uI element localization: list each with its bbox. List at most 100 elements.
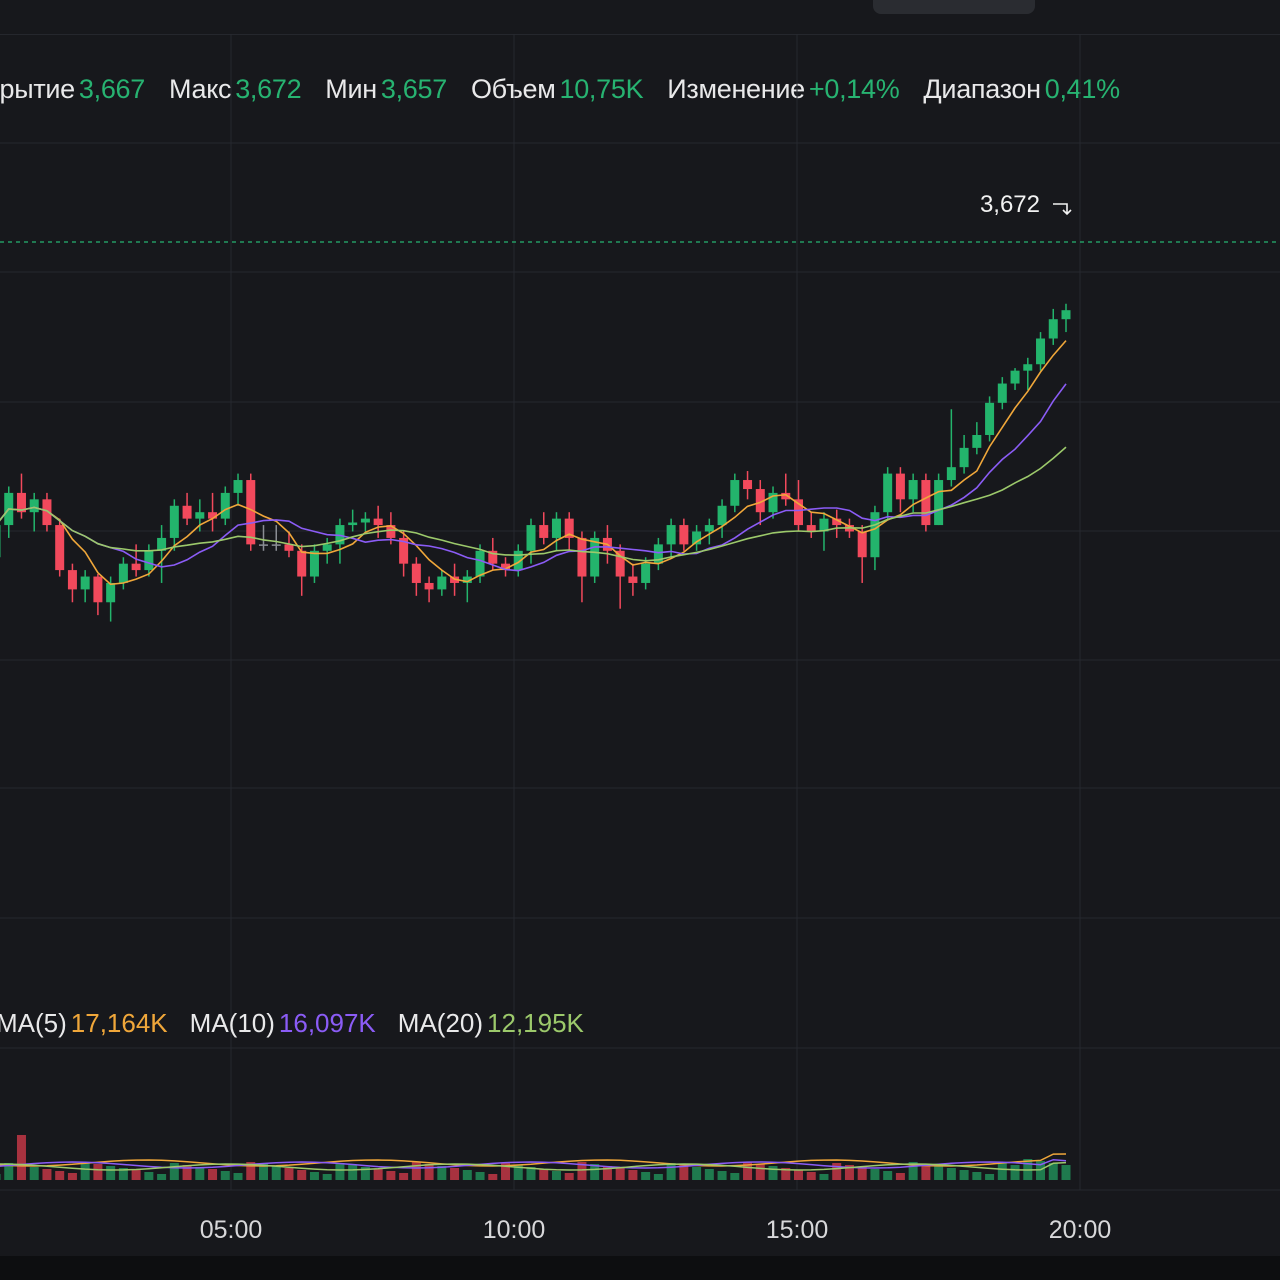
top-tab[interactable] — [873, 0, 1035, 14]
volume-bar — [0, 1174, 1, 1180]
volume-bar — [284, 1168, 294, 1180]
candle-body — [908, 480, 918, 500]
candle-body — [806, 525, 816, 532]
candle-body — [131, 563, 141, 571]
candle-body — [1036, 338, 1046, 365]
volume-bar — [29, 1167, 39, 1180]
volume-bar — [4, 1163, 14, 1180]
candle-body — [322, 544, 332, 551]
volume-bar — [755, 1164, 765, 1180]
volume-bar — [934, 1166, 944, 1180]
candle-body — [246, 480, 256, 545]
volume-bar — [768, 1166, 778, 1180]
candle-body — [259, 544, 268, 546]
volume-bar — [857, 1167, 867, 1180]
volume-bar — [348, 1165, 358, 1180]
candle-body — [157, 537, 167, 551]
volume-bar — [195, 1167, 205, 1180]
stat-item: Объем 10,75K — [470, 74, 644, 105]
volume-ma-item: MA(5) 17,164K — [0, 1008, 168, 1039]
volume-bar — [615, 1168, 625, 1180]
x-axis-tick-label: 05:00 — [200, 1216, 263, 1244]
volume-bar — [895, 1173, 905, 1180]
candle-body — [526, 525, 536, 551]
volume-bar — [373, 1169, 383, 1180]
volume-bar — [411, 1162, 421, 1180]
volume-bar — [297, 1170, 307, 1180]
volume-bar — [641, 1172, 651, 1180]
volume-bar — [819, 1174, 829, 1180]
volume-bar — [437, 1166, 447, 1180]
stat-value: +0,14% — [808, 74, 900, 104]
volume-bar — [259, 1164, 268, 1180]
volume-ma-legend: MA(5) 17,164K MA(10) 16,097K MA(20) 12,195K — [0, 1008, 606, 1039]
candle-body — [997, 383, 1007, 403]
volume-bar — [794, 1170, 803, 1180]
candle-body — [590, 537, 600, 577]
volume-bar — [997, 1163, 1007, 1180]
candle-body — [628, 576, 638, 583]
stat-label: Макс — [168, 74, 232, 104]
candle-body — [1048, 319, 1058, 339]
volume-bar — [131, 1170, 141, 1180]
arrow-down-right-icon — [1053, 203, 1072, 216]
candle-body — [348, 522, 358, 526]
stat-label: Диапазон — [923, 74, 1041, 104]
candle-body — [755, 489, 765, 513]
volume-bar — [921, 1164, 931, 1180]
stat-label: Объем — [470, 74, 556, 104]
candle-body — [437, 576, 447, 590]
candle-body — [399, 537, 409, 564]
candle-body — [1061, 310, 1071, 320]
volume-bar — [208, 1169, 218, 1180]
volume-bar — [590, 1164, 600, 1180]
stat-item: Мин 3,657 — [325, 74, 447, 105]
candle-body — [271, 544, 281, 546]
volume-bar — [271, 1166, 281, 1180]
volume-ma-value: 16,097K — [278, 1008, 376, 1038]
stat-value: 10,75K — [559, 74, 644, 104]
volume-bar — [182, 1165, 192, 1180]
candle-body — [832, 518, 842, 526]
candle-body — [386, 525, 396, 538]
volume-bar — [908, 1162, 918, 1180]
volume-bar — [399, 1173, 409, 1180]
candle-body — [934, 480, 944, 526]
volume-bar — [501, 1163, 511, 1180]
candle-body — [411, 563, 421, 583]
candle-body — [768, 492, 778, 513]
volume-ma-item: MA(20) 12,195K — [398, 1008, 584, 1039]
candle-body — [475, 550, 485, 577]
volume-bar — [450, 1168, 460, 1180]
candle-body — [717, 505, 727, 526]
candle-body — [730, 480, 740, 506]
candle-body — [233, 480, 243, 493]
volume-bar — [679, 1165, 689, 1180]
candle-body — [182, 505, 192, 519]
candle-body — [857, 531, 867, 558]
stat-item: крытие3,667 — [0, 74, 145, 105]
volume-bar — [666, 1163, 676, 1180]
candle-body — [16, 492, 26, 513]
candle-body — [1023, 364, 1033, 371]
candle-body — [501, 563, 511, 571]
volume-ma-label: MA(10) — [189, 1008, 275, 1038]
stat-label: Мин — [325, 74, 377, 104]
volume-bar — [157, 1174, 167, 1180]
volume-bar — [972, 1172, 982, 1180]
stat-value: 3,657 — [380, 74, 447, 104]
candle-body — [781, 492, 791, 500]
stat-value: 3,672 — [235, 74, 302, 104]
x-axis-tick-label: 15:00 — [766, 1216, 829, 1244]
volume-bar — [513, 1165, 523, 1180]
volume-bar — [653, 1174, 663, 1180]
volume-bar — [118, 1168, 128, 1180]
volume-bar — [870, 1169, 880, 1180]
candle-body — [29, 499, 39, 513]
volume-bar — [717, 1171, 727, 1180]
candle-body — [551, 518, 561, 538]
volume-bar — [806, 1172, 816, 1180]
candle-body — [0, 525, 1, 558]
stat-item: Диапазон 0,41% — [923, 74, 1120, 105]
